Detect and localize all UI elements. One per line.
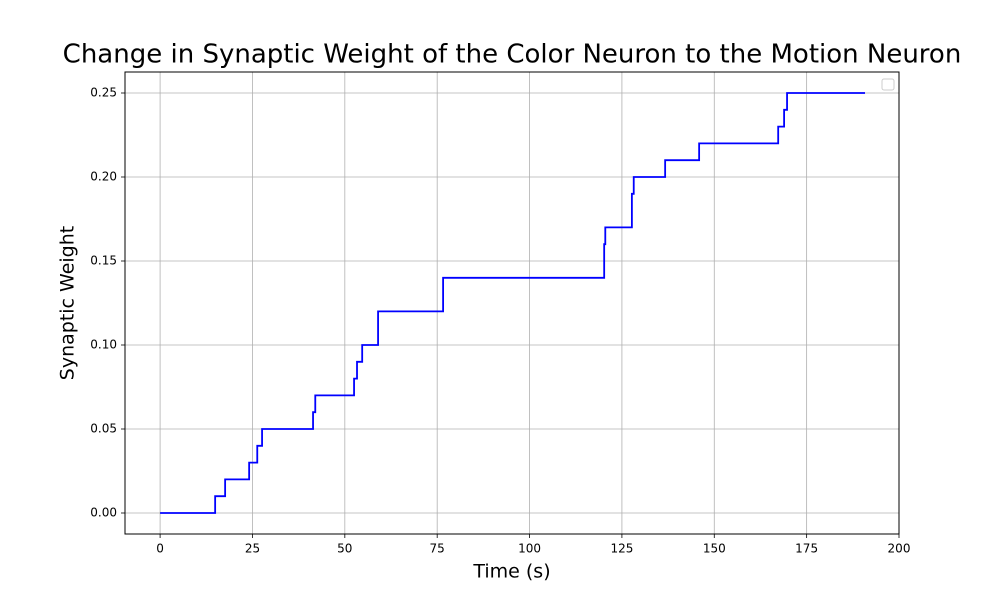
x-tick-label: 50 [337,542,352,556]
plot-frame [124,71,900,535]
x-tick-label: 0 [156,542,164,556]
x-tick-label: 200 [888,542,911,556]
y-tick-label: 0.10 [90,338,117,352]
chart-title: Change in Synaptic Weight of the Color N… [63,40,962,70]
y-axis-label: Synaptic Weight [57,226,79,380]
x-tick-label: 75 [430,542,445,556]
x-tick-label: 175 [795,542,818,556]
y-tick-label: 0.20 [90,170,117,184]
x-tick-label: 25 [245,542,260,556]
y-tick-label: 0.05 [90,422,117,436]
y-tick-label: 0.15 [90,254,117,268]
x-tick-label: 150 [703,542,726,556]
y-tick-label: 0.25 [90,86,117,100]
x-tick-label: 100 [518,542,541,556]
legend-box [881,78,895,91]
x-axis-label: Time (s) [472,561,550,583]
x-tick-label: 125 [610,542,633,556]
y-tick-label: 0.00 [90,506,117,520]
data-line [160,92,866,514]
